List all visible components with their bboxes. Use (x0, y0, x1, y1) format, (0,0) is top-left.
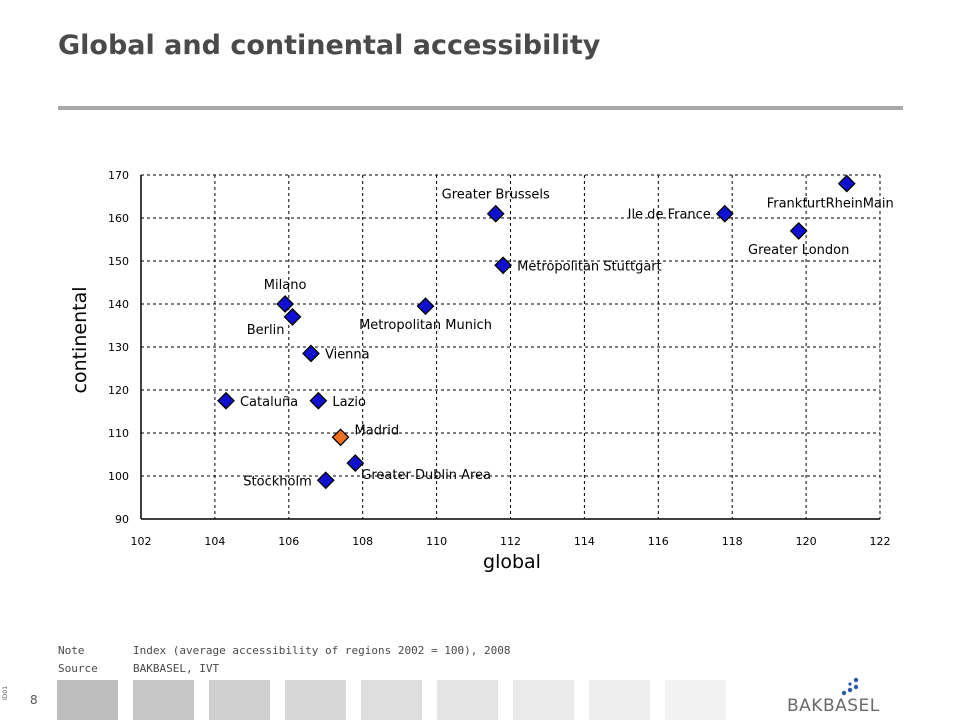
data-point (302, 344, 320, 363)
side-code: ID01 (2, 685, 9, 700)
title-divider (58, 106, 903, 110)
note-value: Index (average accessibility of regions … (133, 644, 511, 657)
x-tick-label: 114 (574, 535, 595, 548)
source-row: Source BAKBASEL, IVT (58, 660, 511, 678)
x-tick-label: 110 (426, 535, 447, 548)
point-label: Cataluña (240, 395, 298, 410)
footer-tile (133, 680, 194, 720)
chart-axes: 102 104 106 108 110 112 114 116 118 120 122 90 100 11… (108, 169, 891, 548)
chart-grid (141, 174, 881, 519)
data-point (715, 204, 734, 223)
x-tick-label: 118 (722, 535, 743, 548)
x-tick-label: 116 (648, 535, 669, 548)
logo-dot (847, 687, 853, 693)
note-row: Note Index (average accessibility of reg… (58, 642, 511, 660)
scatter-chart: 102 104 106 108 110 112 114 116 118 120 122 90 100 11… (69, 169, 894, 573)
logo-text: BAKBASEL (787, 696, 880, 716)
y-tick-label: 160 (108, 212, 129, 225)
footer-tile (513, 680, 574, 720)
data-point (316, 471, 335, 490)
point-label: Vienna (325, 347, 370, 362)
footer-tile (285, 680, 346, 720)
footer-tile (665, 680, 726, 720)
logo-dot (841, 690, 847, 696)
y-tick-label: 100 (108, 470, 129, 483)
data-point (346, 454, 365, 473)
x-tick-label: 112 (500, 535, 521, 548)
footer-tile (209, 680, 270, 720)
y-tick-label: 140 (108, 298, 129, 311)
logo-dot (853, 684, 859, 690)
footer-tile (589, 680, 650, 720)
x-tick-label: 102 (131, 535, 152, 548)
bakbasel-logo: BAKBASEL (787, 677, 880, 716)
data-point (494, 256, 513, 275)
logo-dot (853, 677, 859, 683)
y-tick-label: 150 (108, 255, 129, 268)
x-tick-label: 108 (352, 535, 373, 548)
point-label: Metropolitan Munich (359, 318, 492, 333)
y-tick-label: 90 (115, 513, 129, 526)
x-tick-label: 104 (204, 535, 225, 548)
point-label: Greater Dublin Area (361, 468, 491, 483)
footer-tiles (57, 680, 726, 720)
footer-tile (361, 680, 422, 720)
chart-point-labels: FrankfurtRheinMain Ile de France Greater L… (240, 188, 894, 490)
data-point (283, 307, 302, 326)
point-label: Ile de France (628, 208, 711, 223)
source-key: Source (58, 662, 98, 675)
page-title: Global and continental accessibility (58, 30, 601, 61)
point-label: FrankfurtRheinMain (767, 197, 894, 212)
y-tick-label: 120 (108, 384, 129, 397)
footer-tile (437, 680, 498, 720)
data-point (217, 391, 235, 410)
data-point (309, 391, 328, 410)
point-label: Madrid (355, 423, 400, 438)
y-tick-label: 130 (108, 341, 129, 354)
chart-notes: Note Index (average accessibility of reg… (58, 642, 511, 678)
x-tick-label: 106 (278, 535, 299, 548)
point-label: Lazio (332, 395, 366, 410)
x-tick-label: 122 (870, 535, 891, 548)
chart-points (217, 174, 856, 490)
page-number: 8 (30, 693, 38, 707)
data-point (789, 221, 808, 240)
x-axis-label: global (483, 551, 541, 573)
logo-dot (848, 682, 852, 686)
y-axis-label: continental (69, 287, 91, 394)
point-label: Greater London (748, 243, 849, 258)
point-label: Stockholm (243, 474, 311, 489)
x-tick-label: 120 (796, 535, 817, 548)
point-label: Berlin (247, 323, 285, 338)
y-tick-label: 170 (108, 169, 129, 182)
data-point (416, 297, 435, 316)
data-point (837, 174, 856, 193)
data-point (331, 428, 350, 447)
footer-tile (57, 680, 118, 720)
y-tick-label: 110 (108, 427, 129, 440)
note-key: Note (58, 644, 85, 657)
point-label: Greater Brussels (442, 188, 550, 203)
data-point (486, 204, 505, 223)
source-value: BAKBASEL, IVT (133, 662, 220, 675)
data-point (276, 295, 295, 313)
point-label: Metropolitan Stuttgart (517, 259, 662, 274)
point-label: Milano (264, 278, 307, 293)
